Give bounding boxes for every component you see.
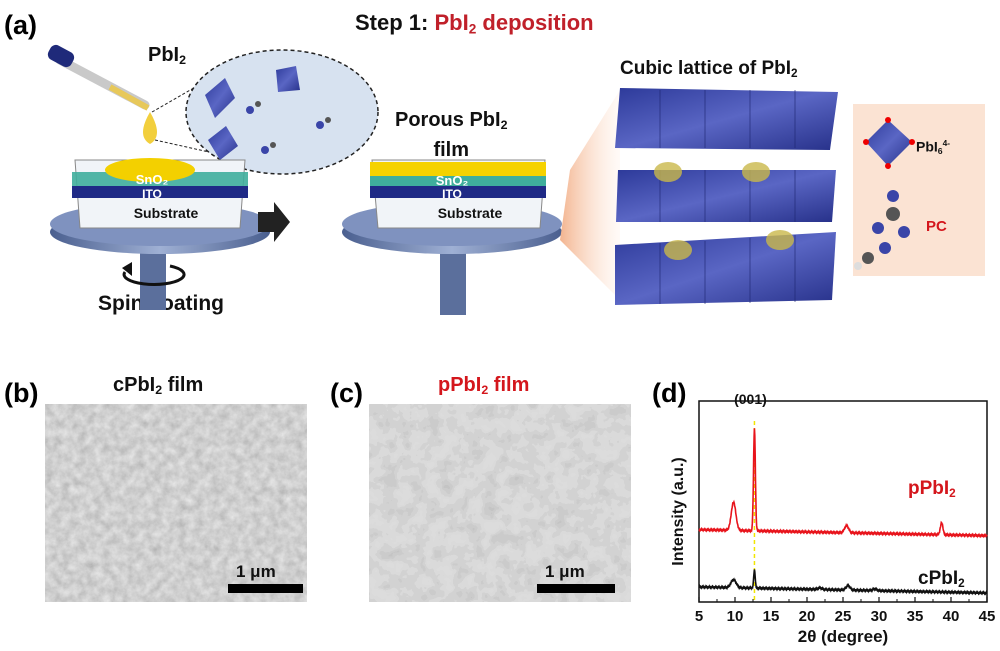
x-tick-label: 20 [799, 608, 816, 625]
process-arrow-icon [258, 202, 290, 242]
substrate-label: Substrate [134, 205, 199, 221]
x-axis-label: 2θ (degree) [798, 627, 888, 646]
series-line-ppbi [698, 428, 988, 539]
y-axis-label: Intensity (a.u.) [670, 457, 687, 565]
step-title-base: PbI [434, 10, 469, 35]
panel-c-title: pPbI2 film [438, 374, 529, 397]
cubic-lattice-illustration [615, 88, 838, 305]
spin-coater-1: SnO₂ ITO Substrate [50, 158, 270, 310]
pbi2-sub: 2 [179, 53, 187, 68]
x-tick-label: 5 [695, 608, 703, 625]
s0-base: pPbI [908, 478, 950, 499]
peak-annotation: (001) [734, 391, 767, 407]
sem-image-cpbi2 [45, 404, 307, 602]
legend-box [853, 104, 985, 276]
substrate-label-2: Substrate [438, 205, 503, 221]
series-label-ppbi2: pPbI2 [908, 478, 956, 500]
panel-d-label: (d) [652, 378, 687, 408]
step-prefix: Step 1: [355, 10, 435, 35]
b-title-base: cPbI [113, 374, 156, 396]
porous-sub: 2 [500, 118, 508, 133]
scale-bar-label-c: 1 μm [545, 562, 585, 581]
pipette-icon [47, 44, 157, 144]
step-title-rest: deposition [476, 10, 594, 35]
s0-sub: 2 [949, 486, 956, 500]
scale-bar [228, 584, 303, 593]
x-tick-label: 35 [907, 608, 924, 625]
s1-base: cPbI [918, 568, 959, 589]
panel-b-title: cPbI2 film [113, 374, 203, 397]
scale-bar-label-b: 1 μm [236, 562, 276, 581]
b-title-rest: film [162, 374, 204, 396]
c-title-rest: film [488, 374, 530, 396]
sno2-layer-label-2: SnO₂ [436, 173, 469, 188]
spin-coater-2: SnO₂ ITO Substrate [342, 90, 620, 315]
porous-film-label: Porous PbI2 film [395, 108, 507, 163]
x-tick-label: 15 [763, 608, 780, 625]
legend-pc-label: PC [926, 218, 947, 235]
scale-bar [537, 584, 615, 593]
b-title-sub: 2 [155, 383, 163, 398]
lattice-title: Cubic lattice of PbI2 [620, 58, 798, 80]
solution-zoom-bubble [151, 49, 379, 175]
lattice-sub: 2 [791, 66, 798, 80]
porous-base: Porous PbI [395, 109, 501, 131]
ito-layer-label: ITO [142, 187, 162, 201]
x-tick-label: 45 [979, 608, 996, 625]
pc-molecule-icon [854, 190, 910, 270]
oct-base: PbI [916, 138, 938, 155]
x-tick-label: 10 [727, 608, 744, 625]
c-title-base: pPbI [438, 374, 482, 396]
c-title-sub: 2 [481, 383, 489, 398]
oct-sub: 6 [937, 145, 943, 156]
lattice-base: Cubic lattice of PbI [620, 58, 792, 79]
oct-sup: 4- [942, 138, 951, 148]
pbi2-base: PbI [148, 44, 180, 66]
x-tick-label: 30 [871, 608, 888, 625]
legend-octahedron-label: PbI64- [916, 138, 950, 156]
octahedron-icon [866, 120, 912, 166]
panel-c-label: (c) [330, 378, 363, 408]
panel-b-label: (b) [4, 378, 39, 408]
xrd-chart: 5 10 15 20 25 30 35 40 45 2θ (degree) Intensity (a… [670, 391, 996, 646]
sno2-layer-label: SnO₂ [136, 172, 169, 187]
step-title: Step 1: PbI2 deposition [355, 10, 594, 36]
panel-a-label: (a) [4, 10, 37, 40]
series-label-cpbi2: cPbI2 [918, 568, 965, 590]
s1-sub: 2 [958, 576, 965, 590]
series-line-cpbi [698, 569, 988, 596]
x-tick-label: 25 [835, 608, 852, 625]
step-title-sub: 2 [468, 21, 477, 37]
porous-line2: film [433, 139, 470, 162]
x-tick-label: 40 [943, 608, 960, 625]
sem-image-ppbi2 [369, 404, 631, 602]
schematic-illustration: SnO₂ ITO Substrate SnO₂ ITO Substrate [47, 44, 985, 315]
rotation-arrow-icon [122, 264, 186, 286]
zoom-cone [560, 90, 620, 300]
pbi2-label: PbI2 [148, 44, 186, 67]
ito-layer-label-2: ITO [442, 187, 462, 201]
